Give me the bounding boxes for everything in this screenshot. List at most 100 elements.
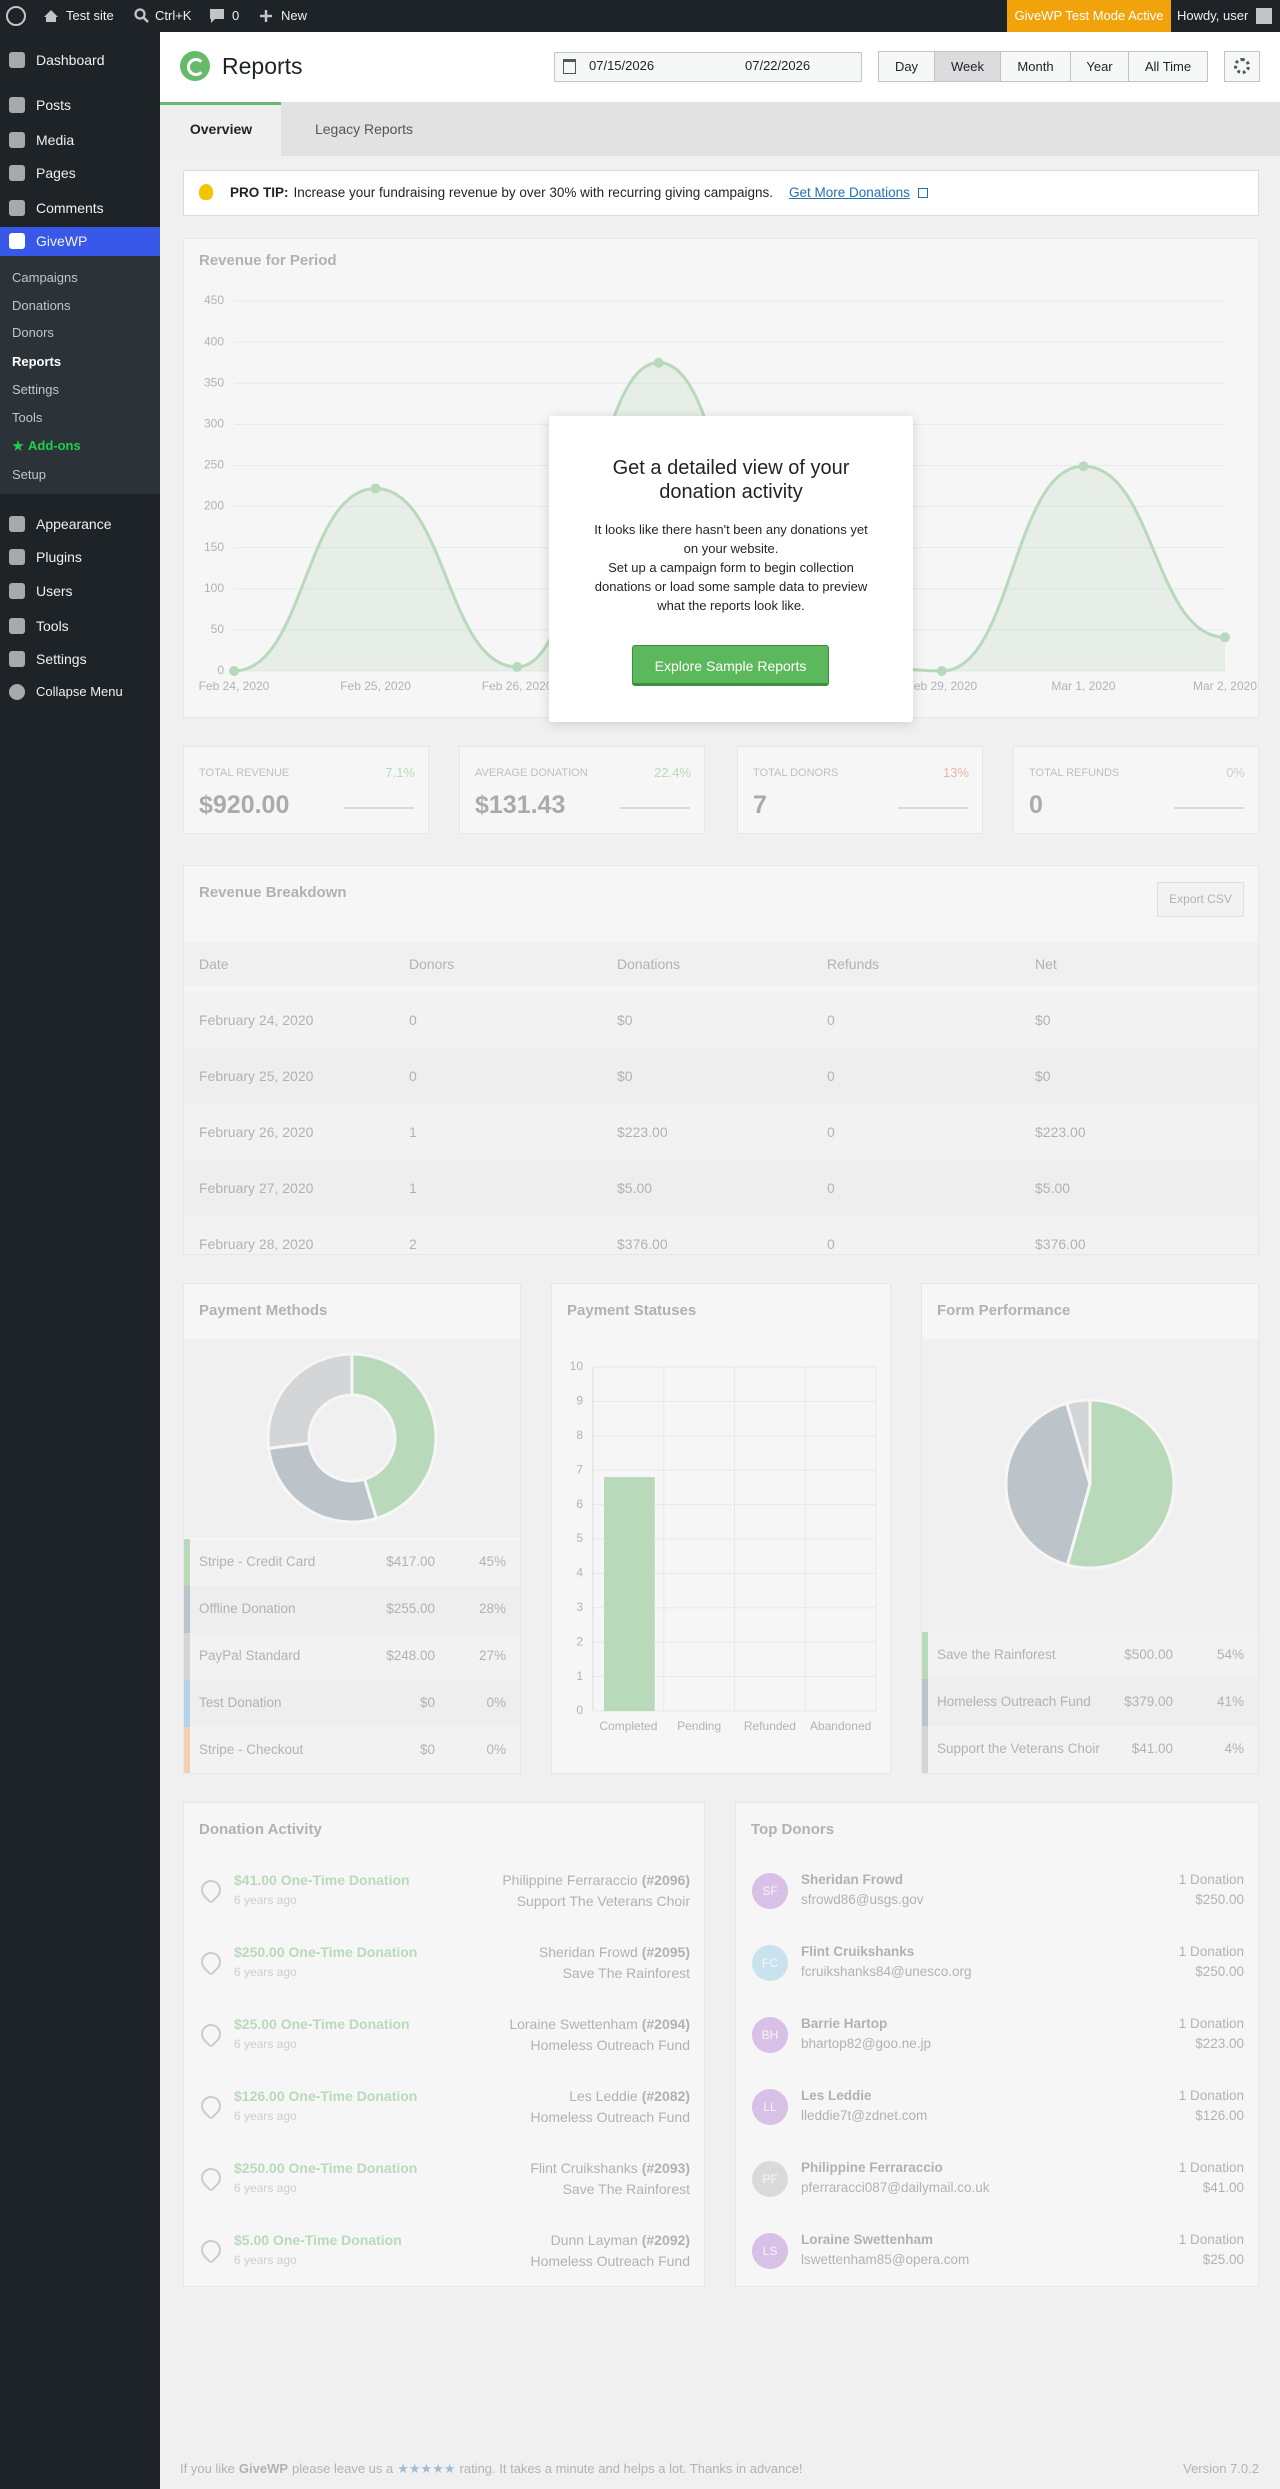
donation-amount[interactable]: $5.00 One-Time Donation [234,2232,402,2248]
legend-name[interactable]: PayPal Standard [199,1648,301,1663]
donation-amount[interactable]: $250.00 One-Time Donation [234,1944,418,1960]
pro-tip [183,170,1259,216]
chart [266,1352,438,1524]
legend-name[interactable]: Homeless Outreach Fund [937,1694,1091,1709]
donor-name[interactable]: Flint Cruikshanks [801,1944,915,1959]
date-picker[interactable] [554,52,862,82]
column-header: Donations [617,956,681,972]
donor-name[interactable]: Philippine Ferraraccio [502,1872,638,1888]
menu-icon [9,549,25,565]
donor-line: Philippine Ferraraccio (#2096) [502,1870,690,1890]
x-tick-label: Feb 25, 2020 [340,679,411,693]
table-cell: 0 [827,1236,835,1252]
donor-name[interactable]: Sheridan Frowd [538,1944,638,1960]
donation-form: Support The Veterans Choir [516,1893,690,1909]
legend-row [922,1632,1258,1679]
legend-amount: $248.00 [386,1648,435,1663]
period-button[interactable]: Month [1000,51,1071,82]
legend-swatch [184,1680,190,1727]
legend-name[interactable]: Support the Veterans Choir [937,1741,1100,1756]
menu-icon [9,132,25,148]
settings-button[interactable] [1224,51,1260,82]
donor-name[interactable]: Les Leddie [801,2088,872,2103]
donor-name[interactable]: Philippine Ferraraccio [801,2160,943,2175]
menu-item[interactable]: Media [36,132,75,148]
site-name[interactable]: Test site [66,8,114,23]
donor-name[interactable]: Dunn Layman [550,2232,638,2248]
start-date: 07/15/2026 [589,58,655,73]
table-cell: $5.00 [1035,1180,1071,1196]
submenu-item[interactable]: Add-ons [28,438,81,453]
submenu-item[interactable]: Tools [12,410,43,425]
donation-amount[interactable]: $126.00 One-Time Donation [234,2088,418,2104]
donation-amount[interactable]: $250.00 One-Time Donation [234,2160,418,2176]
donation-form: Save The Rainforest [562,2181,690,2197]
menu-item[interactable]: Tools [36,618,69,634]
new-content[interactable]: New [281,8,308,23]
chart-area [922,1339,1258,1632]
command-palette[interactable]: Ctrl+K [155,8,192,23]
submenu-item[interactable]: Donations [12,298,71,313]
donor-name[interactable]: Barrie Hartop [801,2016,888,2031]
menu-item[interactable]: Posts [36,97,72,113]
donation-amount[interactable]: $41.00 One-Time Donation [234,1872,410,1888]
rating-stars[interactable]: ★★★★★ [397,2461,456,2476]
donation-time: 6 years ago [234,1965,297,1979]
submenu-item[interactable]: Settings [12,382,59,397]
menu-item[interactable]: Appearance [36,516,112,532]
tab[interactable]: Overview [189,121,253,137]
donor-name[interactable]: Sheridan Frowd [801,1872,904,1887]
greeting[interactable]: Howdy, user [1177,8,1249,23]
donation-time: 6 years ago [234,2037,297,2051]
footer-part: rating. It takes a minute and helps a lo… [459,2461,803,2476]
donor-name[interactable]: Loraine Swettenham [801,2232,934,2247]
legend-percent: 27% [478,1648,506,1663]
export-button[interactable]: Export CSV [1157,882,1244,917]
menu-icon [9,583,25,599]
menu-item[interactable]: Users [36,583,73,599]
donor-count: 1 Donation [1178,1872,1244,1887]
menu-item[interactable]: Pages [36,165,76,181]
pro-tip-link[interactable]: Get More Donations [789,185,910,200]
card: Top Donors SF Sheridan Frowd sfrowd86@usgs.… [735,1802,1259,2287]
legend-name[interactable]: Offline Donation [199,1601,296,1616]
legend-swatch [184,1539,190,1586]
test-mode[interactable]: GiveWP Test Mode Active [1014,8,1164,23]
submenu-item[interactable]: Donors [12,325,54,340]
donor-name[interactable]: Loraine Swettenham [509,2016,638,2032]
period-button[interactable]: Day [878,51,935,82]
submenu-item[interactable]: Campaigns [12,270,78,285]
table-cell: $5.00 [617,1180,653,1196]
stat-change: 7.1% [385,765,415,780]
period-button[interactable]: All Time [1128,51,1208,82]
menu-item[interactable]: Comments [36,200,104,216]
legend-amount: $41.00 [1131,1741,1173,1756]
stat-card: TOTAL REFUNDS 0% 0 [1013,746,1259,834]
comments-count[interactable]: 0 [232,8,240,23]
submenu-item[interactable]: Reports [12,354,62,369]
pie-slice [1065,1398,1176,1570]
menu-item[interactable]: Dashboard [36,52,105,68]
menu-item[interactable]: GiveWP [36,233,88,249]
legend-name[interactable]: Save the Rainforest [937,1647,1056,1662]
menu-item[interactable]: Plugins [36,549,82,565]
menu-item[interactable]: Settings [36,651,87,667]
sample-reports-button[interactable]: Explore Sample Reports [632,645,829,686]
submenu-item[interactable]: Setup [12,467,46,482]
legend-row [922,1726,1258,1773]
legend-name[interactable]: Test Donation [199,1695,282,1710]
donation-id: (#2093) [641,2160,690,2176]
tab[interactable]: Legacy Reports [314,121,414,137]
chart [1004,1398,1176,1570]
donation-id: (#2094) [641,2016,690,2032]
legend-name[interactable]: Stripe - Checkout [199,1742,304,1757]
legend-name[interactable]: Stripe - Credit Card [199,1554,316,1569]
y-tick-label: 0 [576,1703,583,1717]
donor-count: 1 Donation [1178,2232,1244,2247]
menu-item[interactable]: Collapse Menu [36,684,123,699]
donor-name[interactable]: Flint Cruikshanks [530,2160,638,2176]
donor-name[interactable]: Les Leddie [569,2088,638,2104]
donation-amount[interactable]: $25.00 One-Time Donation [234,2016,410,2032]
pro-tip-label: PRO TIP: [230,185,289,200]
card-title: Revenue for Period [199,252,337,269]
